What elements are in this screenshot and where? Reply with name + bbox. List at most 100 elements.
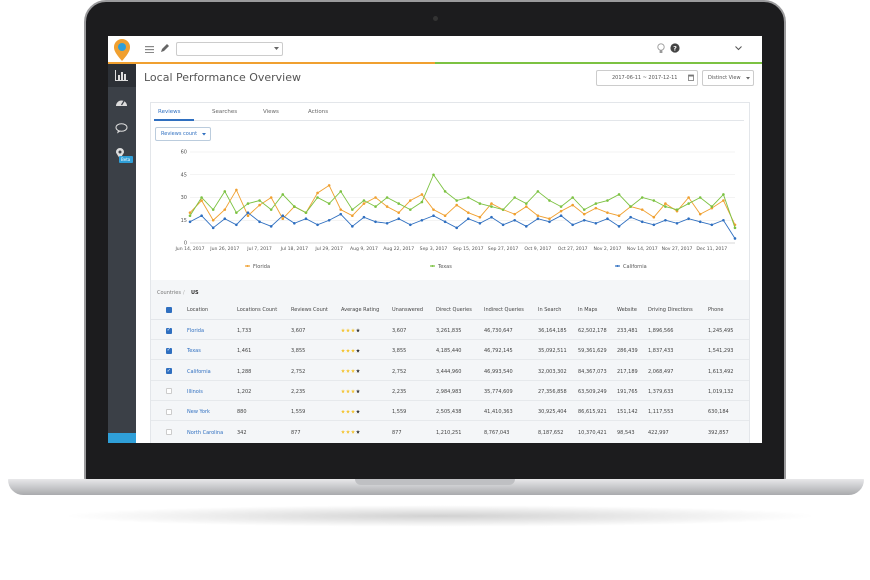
- breadcrumb-root[interactable]: Countries: [157, 290, 181, 296]
- x-tick-label: Sep 3, 2017: [420, 246, 448, 252]
- series-point: [327, 184, 331, 187]
- series-point: [316, 196, 319, 199]
- sidebar-toggle[interactable]: [108, 433, 136, 443]
- series-point: [606, 217, 609, 221]
- tab[interactable]: Actions: [308, 109, 329, 115]
- column-header[interactable]: Website: [617, 307, 637, 313]
- column-header[interactable]: Indirect Queries: [484, 307, 524, 313]
- table-cell: 62,502,178: [578, 328, 607, 334]
- checkbox[interactable]: [166, 388, 172, 395]
- series-point: [211, 226, 215, 230]
- column-header[interactable]: In Search: [538, 307, 562, 313]
- column-header[interactable]: Locations Count: [237, 307, 278, 313]
- metric-select[interactable]: [155, 127, 211, 141]
- column-header[interactable]: Driving Directions: [648, 307, 693, 313]
- series-point: [362, 202, 366, 205]
- series-point: [606, 211, 609, 214]
- tip-icon[interactable]: [657, 43, 665, 54]
- column-header[interactable]: Direct Queries: [436, 307, 472, 313]
- select-all-checkbox[interactable]: [166, 306, 172, 313]
- location-select[interactable]: [176, 42, 283, 56]
- legend-swatch-dot: [431, 265, 434, 267]
- x-tick-label: Nov 14, 2017: [627, 246, 658, 252]
- table-cell: 877: [291, 429, 301, 436]
- location-link[interactable]: Texas: [187, 348, 201, 355]
- x-tick-label: Aug 9, 2017: [350, 246, 378, 252]
- checkbox[interactable]: [166, 429, 172, 435]
- table-cell: 1,288: [237, 368, 252, 375]
- series-point: [559, 214, 563, 217]
- series-point: [733, 226, 737, 230]
- y-tick-label: 0: [184, 241, 187, 247]
- series-point: [269, 196, 273, 199]
- table-cell: 86,615,921: [578, 409, 607, 416]
- account-caret[interactable]: [735, 46, 742, 51]
- location-link[interactable]: New York: [187, 409, 210, 416]
- tab[interactable]: Views: [263, 109, 279, 115]
- series-point: [304, 217, 308, 221]
- series-point: [200, 196, 203, 199]
- menu-icon[interactable]: [145, 46, 154, 53]
- date-range-picker[interactable]: [596, 70, 698, 86]
- nav-dashboard[interactable]: [115, 97, 128, 107]
- series-point: [617, 214, 621, 217]
- series-point: [362, 215, 366, 219]
- column-header[interactable]: Location: [187, 307, 209, 313]
- series-point: [246, 202, 250, 205]
- checkbox[interactable]: [166, 347, 172, 354]
- location-link[interactable]: North Carolina: [187, 429, 224, 436]
- location-link[interactable]: California: [187, 368, 211, 375]
- series-point: [385, 196, 389, 199]
- x-tick-label: Jul 18, 2017: [280, 246, 309, 252]
- series-point: [385, 205, 389, 208]
- column-header[interactable]: In Maps: [578, 307, 598, 313]
- series-point: [339, 208, 343, 211]
- breadcrumb-current: US: [191, 290, 199, 296]
- nav-locations[interactable]: [116, 148, 124, 159]
- series-point: [664, 202, 667, 205]
- series-point: [409, 208, 412, 211]
- series-point: [281, 217, 285, 221]
- checkbox[interactable]: [166, 408, 172, 415]
- edit-icon[interactable]: [160, 44, 169, 53]
- column-header[interactable]: Phone: [708, 307, 724, 313]
- tab[interactable]: Searches: [212, 109, 238, 115]
- series-point: [432, 208, 435, 211]
- series-point: [397, 202, 401, 205]
- series-point: [478, 202, 482, 205]
- nav-analytics[interactable]: [115, 70, 128, 81]
- table-cell: 1,210,251: [436, 429, 462, 436]
- table-cell: 46,792,145: [484, 348, 513, 355]
- series-point: [188, 214, 192, 217]
- series-point: [420, 193, 424, 196]
- series-point: [420, 200, 424, 204]
- series-point: [235, 223, 238, 227]
- checkbox[interactable]: [166, 327, 172, 334]
- tab[interactable]: Reviews: [158, 109, 181, 115]
- location-link[interactable]: Florida: [187, 328, 205, 334]
- rating-star: [341, 389, 345, 394]
- checkbox-check: ✓: [166, 347, 171, 354]
- table-cell: 191,765: [617, 388, 638, 395]
- rating-star: [351, 368, 355, 373]
- help-icon[interactable]: ?: [670, 43, 680, 53]
- rating-star: [356, 409, 360, 414]
- series-point: [722, 218, 725, 222]
- y-tick-label: 15: [181, 218, 187, 224]
- location-link[interactable]: Illinois: [187, 388, 203, 395]
- table-cell: 1,613,492: [708, 368, 734, 375]
- table-cell: 1,202: [237, 388, 252, 395]
- checkbox-check: ✓: [166, 367, 171, 374]
- table-cell: 8,187,652: [538, 429, 564, 436]
- x-tick-label: Nov 27, 2017: [662, 246, 693, 252]
- nav-reviews[interactable]: [115, 123, 128, 134]
- view-select[interactable]: [702, 70, 754, 86]
- column-header[interactable]: Unanswered: [392, 307, 424, 313]
- series-point: [466, 196, 470, 199]
- series-point: [351, 214, 354, 217]
- column-header[interactable]: Average Rating: [341, 307, 380, 313]
- series-line: [189, 212, 736, 239]
- x-tick-label: Jul 7, 2017: [246, 246, 272, 252]
- column-header[interactable]: Reviews Count: [291, 307, 328, 313]
- checkbox[interactable]: [166, 368, 172, 375]
